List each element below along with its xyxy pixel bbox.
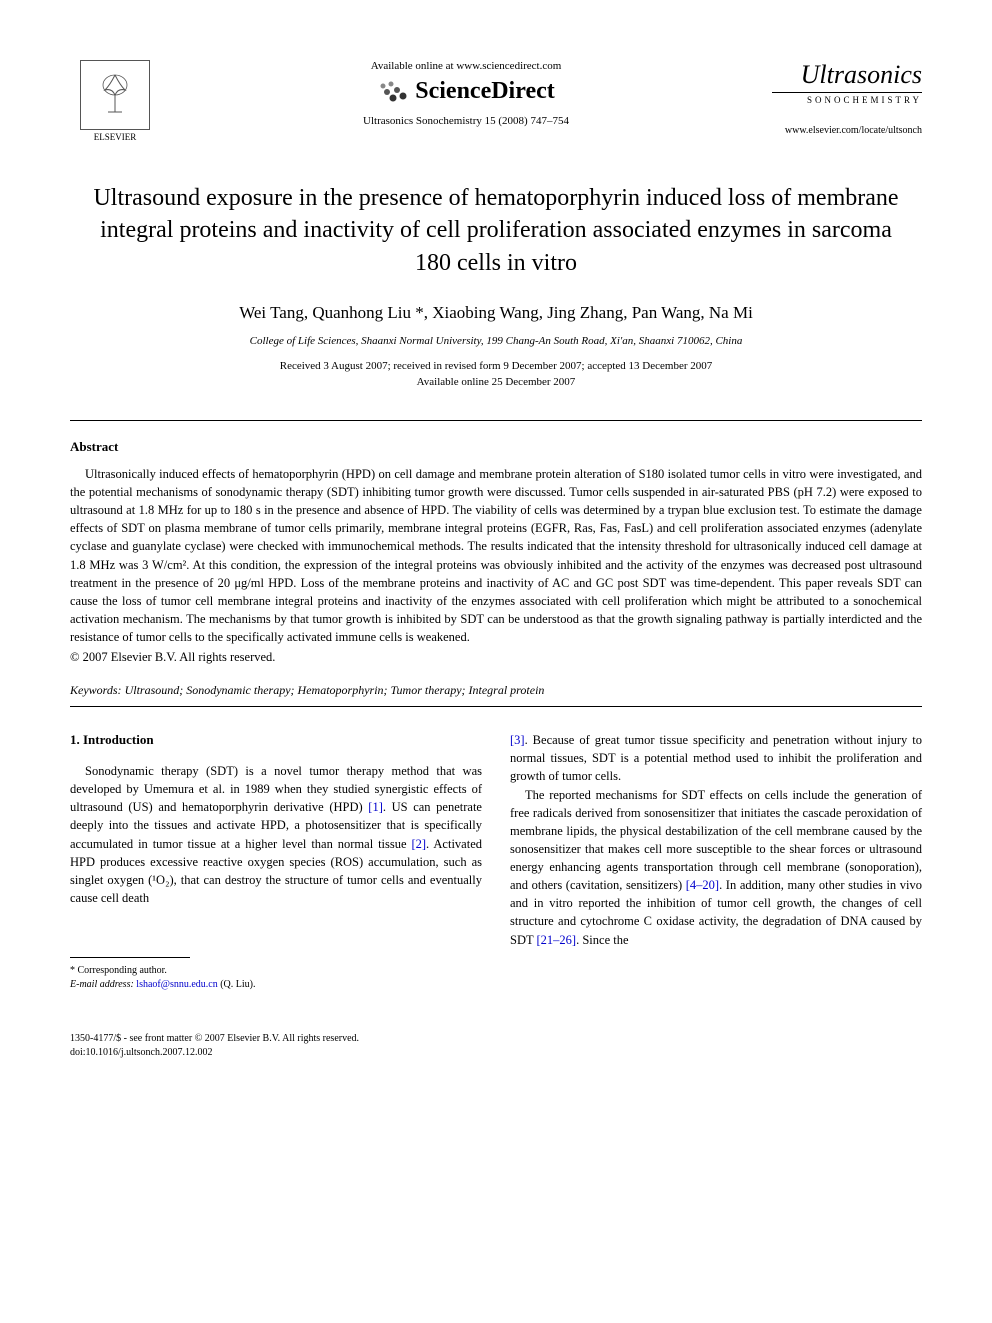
- page-footer: 1350-4177/$ - see front matter © 2007 El…: [70, 1032, 922, 1060]
- body-columns: 1. Introduction Sonodynamic therapy (SDT…: [70, 731, 922, 992]
- doi-line: doi:10.1016/j.ultsonch.2007.12.002: [70, 1046, 922, 1060]
- elsevier-tree-icon: [80, 60, 150, 130]
- left-column: 1. Introduction Sonodynamic therapy (SDT…: [70, 731, 482, 992]
- journal-logo: Ultrasonics SONOCHEMISTRY www.elsevier.c…: [772, 60, 922, 136]
- journal-reference: Ultrasonics Sonochemistry 15 (2008) 747–…: [180, 115, 752, 127]
- abstract-copyright: © 2007 Elsevier B.V. All rights reserved…: [70, 650, 922, 665]
- intro-paragraph-2: The reported mechanisms for SDT effects …: [510, 786, 922, 949]
- keywords: Keywords: Ultrasound; Sonodynamic therap…: [70, 683, 922, 698]
- available-online-text: Available online at www.sciencedirect.co…: [180, 60, 752, 72]
- text: The reported mechanisms for SDT effects …: [510, 788, 922, 893]
- keywords-label: Keywords:: [70, 683, 122, 697]
- intro-heading: 1. Introduction: [70, 731, 482, 750]
- email-who: (Q. Liu).: [220, 979, 255, 990]
- sciencedirect-logo: ScienceDirect: [180, 78, 752, 105]
- divider: [70, 706, 922, 707]
- intro-paragraph-1: Sonodynamic therapy (SDT) is a novel tum…: [70, 762, 482, 907]
- authors: Wei Tang, Quanhong Liu *, Xiaobing Wang,…: [70, 303, 922, 323]
- abstract-heading: Abstract: [70, 439, 922, 455]
- abstract-text: Ultrasonically induced effects of hemato…: [70, 465, 922, 646]
- divider: [70, 420, 922, 421]
- citation-link[interactable]: [4–20]: [686, 878, 719, 892]
- footnote-rule: [70, 957, 190, 958]
- issn-line: 1350-4177/$ - see front matter © 2007 El…: [70, 1032, 922, 1046]
- keywords-list: Ultrasound; Sonodynamic therapy; Hematop…: [125, 683, 545, 697]
- citation-link[interactable]: [1]: [368, 800, 383, 814]
- text: . Since the: [576, 933, 628, 947]
- ultrasonics-wordmark: Ultrasonics: [772, 60, 922, 93]
- received-date: Received 3 August 2007; received in revi…: [70, 359, 922, 374]
- text: . Because of great tumor tissue specific…: [510, 733, 922, 783]
- online-date: Available online 25 December 2007: [70, 375, 922, 390]
- intro-paragraph-1-cont: [3]. Because of great tumor tissue speci…: [510, 731, 922, 785]
- journal-header: ELSEVIER Available online at www.science…: [70, 60, 922, 142]
- corresponding-author-note: * Corresponding author. E-mail address: …: [70, 964, 482, 992]
- affiliation: College of Life Sciences, Shaanxi Normal…: [70, 335, 922, 347]
- sonochemistry-label: SONOCHEMISTRY: [772, 95, 922, 105]
- sciencedirect-text: ScienceDirect: [415, 78, 555, 104]
- email-line: E-mail address: lshaof@snnu.edu.cn (Q. L…: [70, 978, 482, 992]
- citation-link[interactable]: [3]: [510, 733, 525, 747]
- center-header: Available online at www.sciencedirect.co…: [160, 60, 772, 127]
- email-link[interactable]: lshaof@snnu.edu.cn: [136, 979, 217, 990]
- elsevier-logo: ELSEVIER: [70, 60, 160, 142]
- citation-link[interactable]: [21–26]: [537, 933, 577, 947]
- article-dates: Received 3 August 2007; received in revi…: [70, 359, 922, 390]
- article-title: Ultrasound exposure in the presence of h…: [90, 182, 902, 279]
- elsevier-label: ELSEVIER: [70, 132, 160, 142]
- email-label: E-mail address:: [70, 979, 134, 990]
- right-column: [3]. Because of great tumor tissue speci…: [510, 731, 922, 992]
- corresp-label: * Corresponding author.: [70, 964, 482, 978]
- locate-url: www.elsevier.com/locate/ultsonch: [772, 125, 922, 136]
- citation-link[interactable]: [2]: [411, 837, 426, 851]
- sd-dots-icon: [377, 80, 411, 104]
